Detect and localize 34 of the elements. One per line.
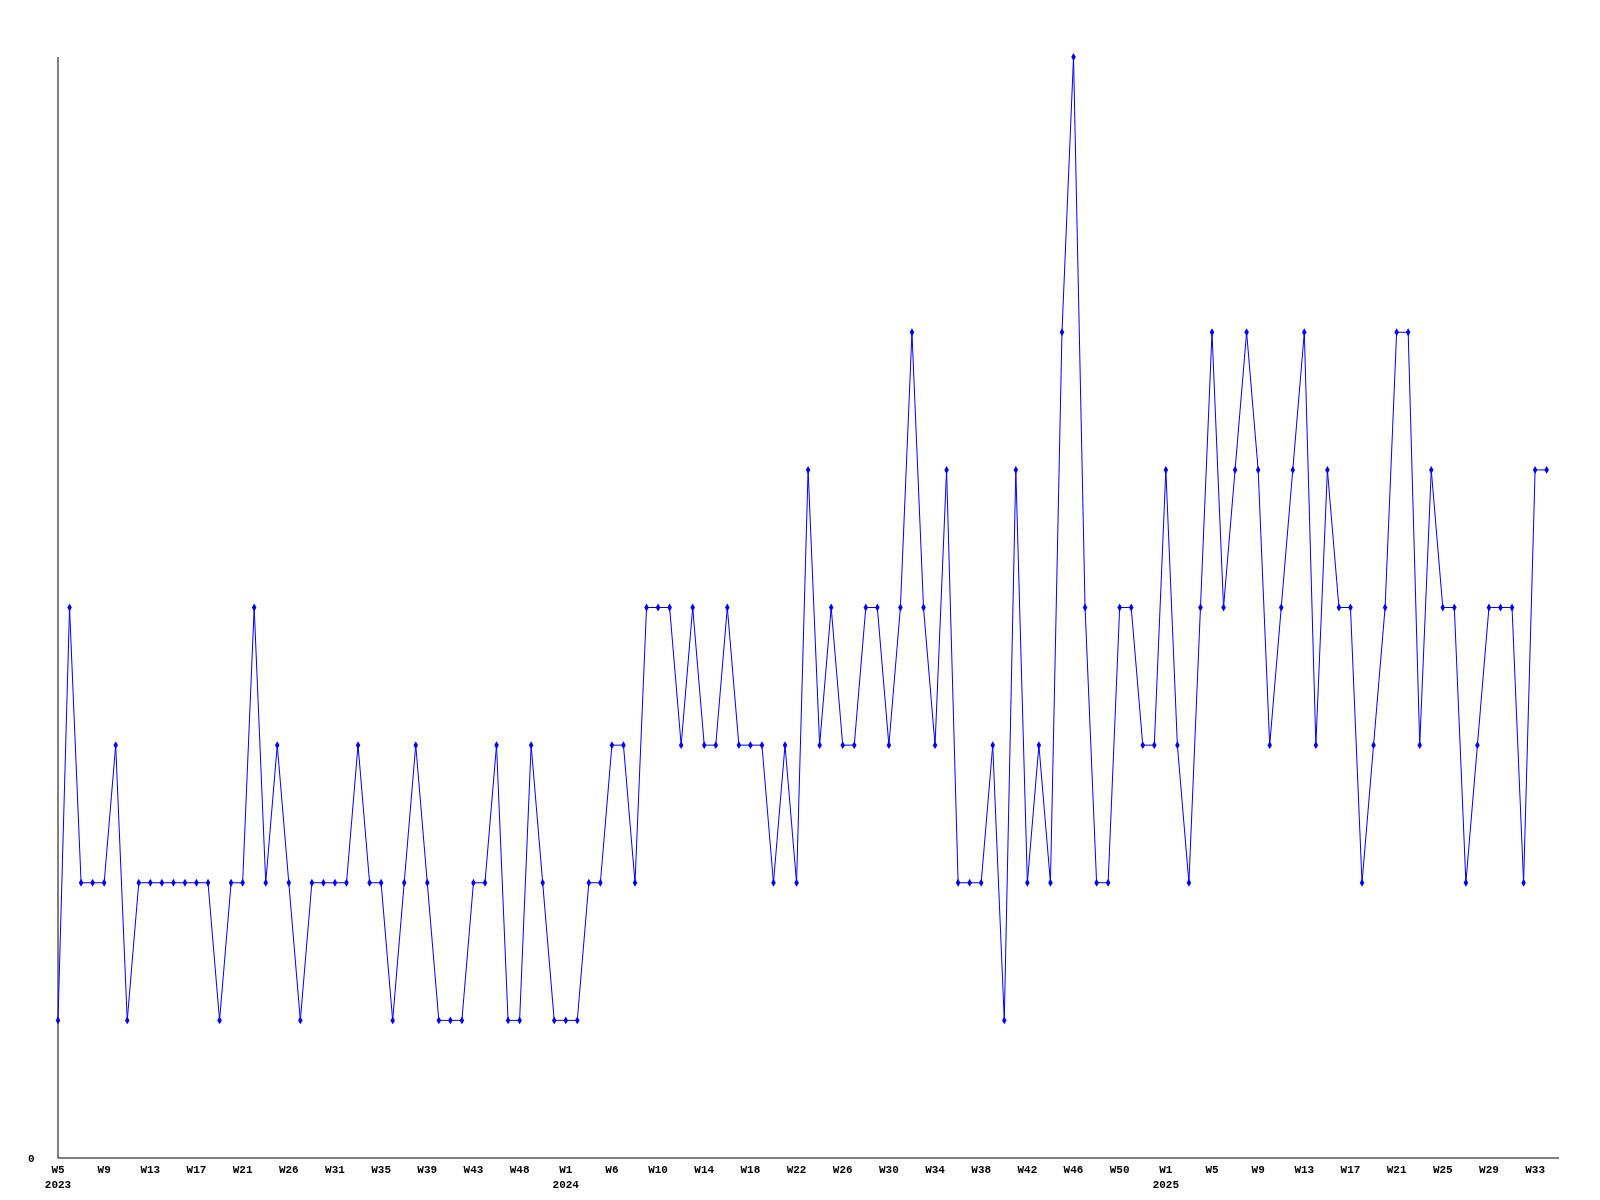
x-tick-label: W14 [694, 1164, 715, 1176]
x-tick-label: W5 [1205, 1164, 1219, 1176]
x-tick-label: W13 [1294, 1164, 1315, 1176]
x-tick-label: W18 [740, 1164, 761, 1176]
x-tick-label: W33 [1525, 1164, 1546, 1176]
text: 0 [28, 1153, 35, 1165]
x-tick-label: W26 [278, 1164, 299, 1176]
x-tick-label: W17 [186, 1164, 207, 1176]
x-tick-label: W6 [605, 1164, 619, 1176]
x-tick-label: W1 2025 [1152, 1164, 1180, 1191]
x-tick-label: W21 [1386, 1164, 1407, 1176]
x-tick-label: W34 [925, 1164, 946, 1176]
x-tick-label: W1 2024 [552, 1164, 580, 1191]
x-tick-label: W46 [1063, 1164, 1084, 1176]
x-tick-label: W22 [786, 1164, 807, 1176]
x-tick-label: W48 [509, 1164, 530, 1176]
x-tick-label: W5 2023 [44, 1164, 72, 1191]
x-tick-label: W50 [1109, 1164, 1130, 1176]
x-tick-label: W25 [1432, 1164, 1454, 1176]
x-tick-label: W13 [140, 1164, 161, 1176]
x-tick-label: W42 [1017, 1164, 1038, 1176]
x-tick-label: W38 [971, 1164, 992, 1176]
x-tick-label: W39 [417, 1164, 438, 1176]
x-tick-label: W29 [1479, 1164, 1499, 1176]
x-tick-label: W10 [648, 1164, 668, 1176]
x-tick-label: W35 [371, 1164, 392, 1176]
x-tick-label: W9 [97, 1164, 111, 1176]
x-tick-label: W9 [1251, 1164, 1265, 1176]
x-tick-label: W26 [832, 1164, 853, 1176]
x-tick-label: W21 [232, 1164, 253, 1176]
x-tick-label: W17 [1340, 1164, 1361, 1176]
x-tick-label: W31 [325, 1164, 346, 1176]
x-tick-label: W43 [463, 1164, 484, 1176]
x-tick-label: W30 [878, 1164, 899, 1176]
